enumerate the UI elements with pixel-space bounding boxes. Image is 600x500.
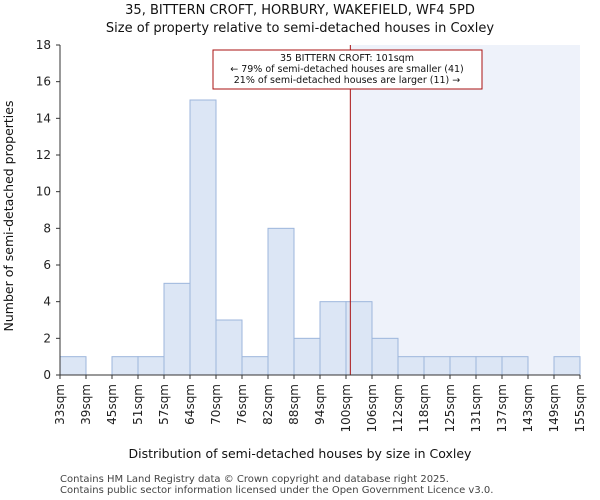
- x-tick-label: 100sqm: [339, 384, 353, 432]
- x-tick-label: 149sqm: [547, 384, 561, 432]
- x-tick-label: 51sqm: [131, 384, 145, 425]
- y-axis-label: Number of semi-detached properties: [1, 101, 16, 332]
- bar-82sqm: [267, 227, 295, 376]
- y-tick-label: 0: [43, 368, 51, 382]
- y-tick-label: 16: [36, 75, 51, 89]
- x-tick-label: 88sqm: [287, 384, 301, 425]
- bar-57sqm: [163, 282, 191, 376]
- x-tick-label: 39sqm: [79, 384, 93, 425]
- x-tick-label: 143sqm: [521, 384, 535, 432]
- x-tick-label: 155sqm: [573, 384, 587, 432]
- bar-45sqm: [111, 356, 139, 376]
- x-tick-label: 45sqm: [105, 384, 119, 425]
- annotation-box: 35 BITTERN CROFT: 101sqm ← 79% of semi-d…: [212, 49, 483, 90]
- x-tick-label: 112sqm: [391, 384, 405, 432]
- x-tick-label: 33sqm: [53, 384, 67, 425]
- bar-88sqm: [293, 337, 321, 376]
- x-tick-label: 82sqm: [261, 384, 275, 425]
- chart-subtitle: Size of property relative to semi-detach…: [106, 21, 494, 36]
- bar-112sqm: [397, 356, 425, 376]
- bar-70sqm: [215, 319, 243, 376]
- bar-94sqm: [319, 301, 347, 376]
- x-axis-label: Distribution of semi-detached houses by …: [129, 446, 472, 461]
- annotation-line-2: ← 79% of semi-detached houses are smalle…: [230, 64, 464, 75]
- y-tick-label: 8: [43, 221, 51, 235]
- footer-line-2: Contains public sector information licen…: [60, 485, 494, 496]
- x-tick-label: 57sqm: [157, 384, 171, 425]
- y-tick-label: 18: [36, 38, 51, 52]
- x-tick-label: 106sqm: [365, 384, 379, 432]
- y-tick-label: 6: [43, 258, 51, 272]
- larger-region-shade: [350, 45, 580, 375]
- bar-51sqm: [137, 356, 165, 376]
- bar-149sqm: [553, 356, 581, 376]
- annotation-frame: [212, 49, 483, 90]
- annotation-line-3: 21% of semi-detached houses are larger (…: [234, 75, 461, 86]
- y-tick-label: 12: [36, 148, 51, 162]
- bar-64sqm: [189, 99, 217, 376]
- y-tick-label: 14: [36, 111, 51, 125]
- chart-title: 35, BITTERN CROFT, HORBURY, WAKEFIELD, W…: [125, 3, 475, 18]
- bar-125sqm: [449, 356, 477, 376]
- x-tick-label: 125sqm: [443, 384, 457, 432]
- x-tick-label: 137sqm: [495, 384, 509, 432]
- bar-76sqm: [241, 356, 269, 376]
- bar-106sqm: [371, 337, 399, 376]
- x-tick-label: 131sqm: [469, 384, 483, 432]
- x-tick-label: 64sqm: [183, 384, 197, 425]
- y-tick-label: 4: [43, 295, 51, 309]
- x-tick-label: 94sqm: [313, 384, 327, 425]
- bar-33sqm: [59, 356, 87, 376]
- y-tick-label: 2: [43, 331, 51, 345]
- bar-118sqm: [423, 356, 451, 376]
- footer-line-1: Contains HM Land Registry data © Crown c…: [60, 474, 449, 485]
- x-tick-label: 70sqm: [209, 384, 223, 425]
- y-tick-label: 10: [36, 185, 51, 199]
- x-tick-label: 118sqm: [417, 384, 431, 432]
- bar-137sqm: [501, 356, 529, 376]
- bar-131sqm: [475, 356, 503, 376]
- x-tick-label: 76sqm: [235, 384, 249, 425]
- annotation-line-1: 35 BITTERN CROFT: 101sqm: [280, 53, 414, 64]
